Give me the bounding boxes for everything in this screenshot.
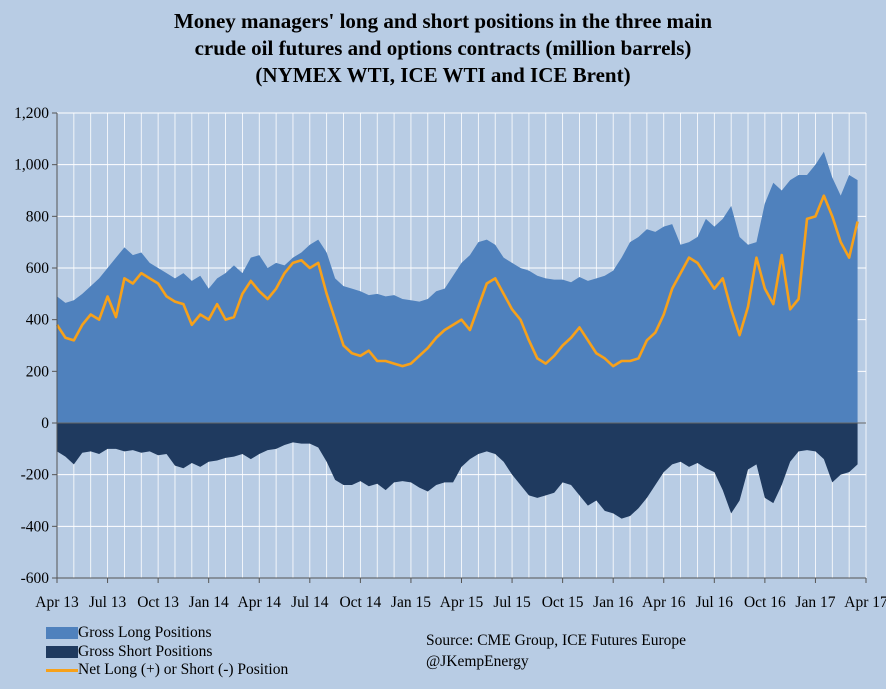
legend-label-gross-short: Gross Short Positions xyxy=(78,642,213,660)
x-tick-label: Jan 14 xyxy=(189,594,229,611)
x-tick-label: Jul 14 xyxy=(291,594,329,611)
legend-item-gross-long: Gross Long Positions xyxy=(46,624,288,643)
x-tick-label: Oct 15 xyxy=(542,594,584,611)
source-note: Source: CME Group, ICE Futures Europe @J… xyxy=(426,630,686,672)
x-tick-label: Apr 15 xyxy=(440,594,484,611)
gross-short-area xyxy=(57,423,858,519)
x-tick-label: Jul 16 xyxy=(696,594,734,611)
title-line-3: (NYMEX WTI, ICE WTI and ICE Brent) xyxy=(255,63,631,87)
legend-label-gross-long: Gross Long Positions xyxy=(78,624,212,641)
legend-swatch-gross-short xyxy=(46,645,78,658)
x-tick-label: Oct 13 xyxy=(137,594,179,611)
net-line-layer xyxy=(55,194,859,368)
legend-swatch-gross-long xyxy=(46,627,78,640)
y-tick-label: 200 xyxy=(26,363,50,380)
legend-swatch-net xyxy=(46,668,78,672)
legend-label-net: Net Long (+) or Short (-) Position xyxy=(78,661,289,678)
axes xyxy=(52,112,867,583)
y-tick-label: -400 xyxy=(21,518,50,535)
x-tick-label: Jan 16 xyxy=(593,594,633,611)
x-tick-labels: Apr 13 Jul 13 Oct 13 Jan 14 Apr 14 Jul 14 Oct … xyxy=(35,594,886,611)
x-tick-label: Apr 14 xyxy=(238,594,282,611)
y-tick-label: 1,000 xyxy=(14,157,49,174)
title-line-2: crude oil futures and options contracts … xyxy=(194,36,692,60)
y-tick-label: -600 xyxy=(21,570,50,587)
y-tick-label: 1,200 xyxy=(14,105,49,122)
net-position-line xyxy=(55,194,859,368)
legend-item-gross-short: Gross Short Positions xyxy=(46,643,288,662)
y-tick-label: 0 xyxy=(41,415,49,432)
y-tick-label: 400 xyxy=(26,312,50,329)
author-handle: @JKempEnergy xyxy=(426,653,529,670)
y-tick-label: 800 xyxy=(26,208,50,225)
x-tick-label: Oct 14 xyxy=(339,594,381,611)
x-tick-label: Apr 16 xyxy=(642,594,686,611)
chart-plot: -600 -400 -200 0 200 400 600 800 1,000 1,200 Apr … xyxy=(14,105,886,611)
x-tick-label: Jan 17 xyxy=(795,594,835,611)
title-line-1: Money managers' long and short positions… xyxy=(173,9,713,33)
x-tick-label: Apr 13 xyxy=(35,594,79,611)
x-tick-label: Oct 16 xyxy=(744,594,786,611)
y-tick-label: -200 xyxy=(21,467,50,484)
legend-item-net: Net Long (+) or Short (-) Position xyxy=(46,661,288,680)
gross-long-area xyxy=(57,151,858,423)
x-tick-label: Jul 13 xyxy=(89,594,127,611)
x-tick-label: Jan 15 xyxy=(391,594,431,611)
chart-title: Money managers' long and short positions… xyxy=(0,8,886,89)
source-line: Source: CME Group, ICE Futures Europe xyxy=(426,632,687,649)
area-layer xyxy=(57,151,858,519)
x-tick-label: Jul 15 xyxy=(493,594,531,611)
x-tick-label: Apr 17 xyxy=(844,594,886,611)
y-tick-labels: -600 -400 -200 0 200 400 600 800 1,000 1,200 xyxy=(14,105,49,587)
y-tick-label: 600 xyxy=(26,260,50,277)
legend: Gross Long Positions Gross Short Positio… xyxy=(46,624,288,680)
